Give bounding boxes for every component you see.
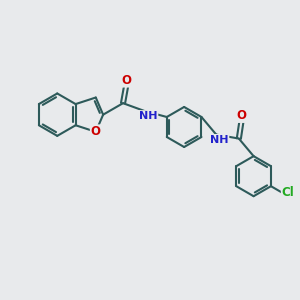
Text: NH: NH [139,111,158,121]
Text: NH: NH [210,135,228,145]
Text: Cl: Cl [282,186,295,199]
Text: O: O [91,125,101,138]
Text: O: O [122,74,132,87]
Text: O: O [237,109,247,122]
